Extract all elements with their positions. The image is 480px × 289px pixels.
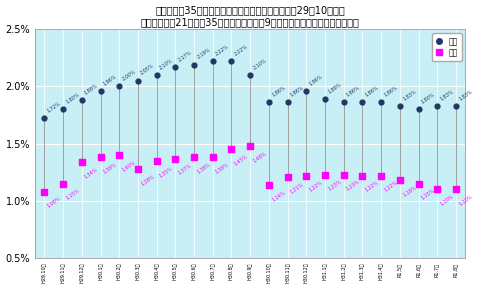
Text: 1.22%: 1.22% (364, 180, 380, 193)
Text: 1.38%: 1.38% (196, 162, 212, 175)
Text: 2.19%: 2.19% (196, 47, 211, 60)
Text: 2.10%: 2.10% (252, 58, 268, 71)
Point (359, 173, 366, 178)
Text: 1.48%: 1.48% (252, 151, 268, 164)
Point (115, 153, 123, 158)
Point (321, 172, 329, 177)
Text: 1.14%: 1.14% (271, 189, 287, 202)
Point (209, 59, 216, 64)
Text: 1.83%: 1.83% (458, 88, 473, 101)
Text: 2.22%: 2.22% (233, 44, 249, 57)
Text: 1.23%: 1.23% (346, 179, 361, 192)
Point (96, 89, 104, 93)
Text: 1.89%: 1.89% (327, 81, 342, 95)
Text: 1.96%: 1.96% (308, 74, 324, 86)
Text: 1.86%: 1.86% (383, 85, 398, 98)
Point (433, 187, 441, 192)
Text: 1.10%: 1.10% (458, 194, 473, 207)
Point (209, 155, 216, 160)
Point (396, 178, 404, 183)
Text: 1.08%: 1.08% (46, 196, 62, 209)
Text: 1.45%: 1.45% (233, 154, 249, 167)
Point (115, 84, 123, 89)
Point (190, 62, 198, 67)
Point (265, 182, 273, 187)
Text: 1.40%: 1.40% (121, 160, 137, 173)
Point (246, 144, 254, 148)
Point (153, 73, 160, 77)
Text: 1.15%: 1.15% (420, 188, 436, 201)
Text: 1.86%: 1.86% (346, 85, 361, 98)
Text: 1.86%: 1.86% (271, 85, 287, 98)
Text: 1.38%: 1.38% (102, 162, 118, 175)
Text: 1.96%: 1.96% (102, 74, 118, 86)
Point (433, 103, 441, 108)
Point (78, 160, 85, 164)
Text: 1.34%: 1.34% (84, 166, 99, 179)
Point (59, 181, 67, 186)
Text: 1.37%: 1.37% (177, 163, 193, 176)
Title: 【フラット35】借入金利の推移（最低～最高）平成29年10月から
＜借入期間が21年以上35年以下、融資率が9割以下、新機構団信付きの場合＞: 【フラット35】借入金利の推移（最低～最高）平成29年10月から ＜借入期間が2… (141, 5, 360, 27)
Point (452, 187, 460, 192)
Text: 1.72%: 1.72% (46, 101, 62, 114)
Text: 1.18%: 1.18% (402, 185, 417, 198)
Text: 1.83%: 1.83% (439, 88, 455, 101)
Text: 2.05%: 2.05% (140, 63, 156, 76)
Point (396, 103, 404, 108)
Point (415, 107, 422, 112)
Point (415, 181, 422, 186)
Text: 2.00%: 2.00% (121, 69, 137, 82)
Text: 1.86%: 1.86% (364, 85, 380, 98)
Text: 1.86%: 1.86% (289, 85, 305, 98)
Point (340, 100, 348, 105)
Point (59, 107, 67, 112)
Text: 2.17%: 2.17% (177, 49, 193, 62)
Point (134, 78, 142, 83)
Text: 2.10%: 2.10% (158, 58, 174, 71)
Text: 1.22%: 1.22% (308, 180, 324, 193)
Point (284, 175, 291, 179)
Point (171, 65, 179, 69)
Point (134, 166, 142, 171)
Text: 1.21%: 1.21% (289, 181, 305, 194)
Text: 1.83%: 1.83% (402, 88, 417, 101)
Text: 1.15%: 1.15% (65, 188, 81, 201)
Text: 1.38%: 1.38% (215, 162, 230, 175)
Point (265, 100, 273, 105)
Point (96, 155, 104, 160)
Point (377, 100, 385, 105)
Legend: 最高, 最低: 最高, 最低 (432, 33, 462, 61)
Point (452, 103, 460, 108)
Text: 1.28%: 1.28% (140, 173, 156, 186)
Point (190, 155, 198, 160)
Point (302, 173, 310, 178)
Point (359, 100, 366, 105)
Text: 1.23%: 1.23% (327, 179, 342, 192)
Point (153, 158, 160, 163)
Text: 1.10%: 1.10% (439, 194, 455, 207)
Point (228, 147, 235, 152)
Point (78, 98, 85, 103)
Text: 1.80%: 1.80% (420, 92, 436, 105)
Point (40, 189, 48, 194)
Point (40, 116, 48, 121)
Point (321, 97, 329, 101)
Point (284, 100, 291, 105)
Text: 1.88%: 1.88% (84, 83, 99, 96)
Point (377, 173, 385, 178)
Point (228, 59, 235, 64)
Point (302, 89, 310, 93)
Point (246, 73, 254, 77)
Text: 2.22%: 2.22% (215, 44, 230, 57)
Point (171, 156, 179, 161)
Text: 1.35%: 1.35% (158, 165, 174, 178)
Point (340, 172, 348, 177)
Text: 1.22%: 1.22% (383, 180, 398, 193)
Text: 1.80%: 1.80% (65, 92, 81, 105)
